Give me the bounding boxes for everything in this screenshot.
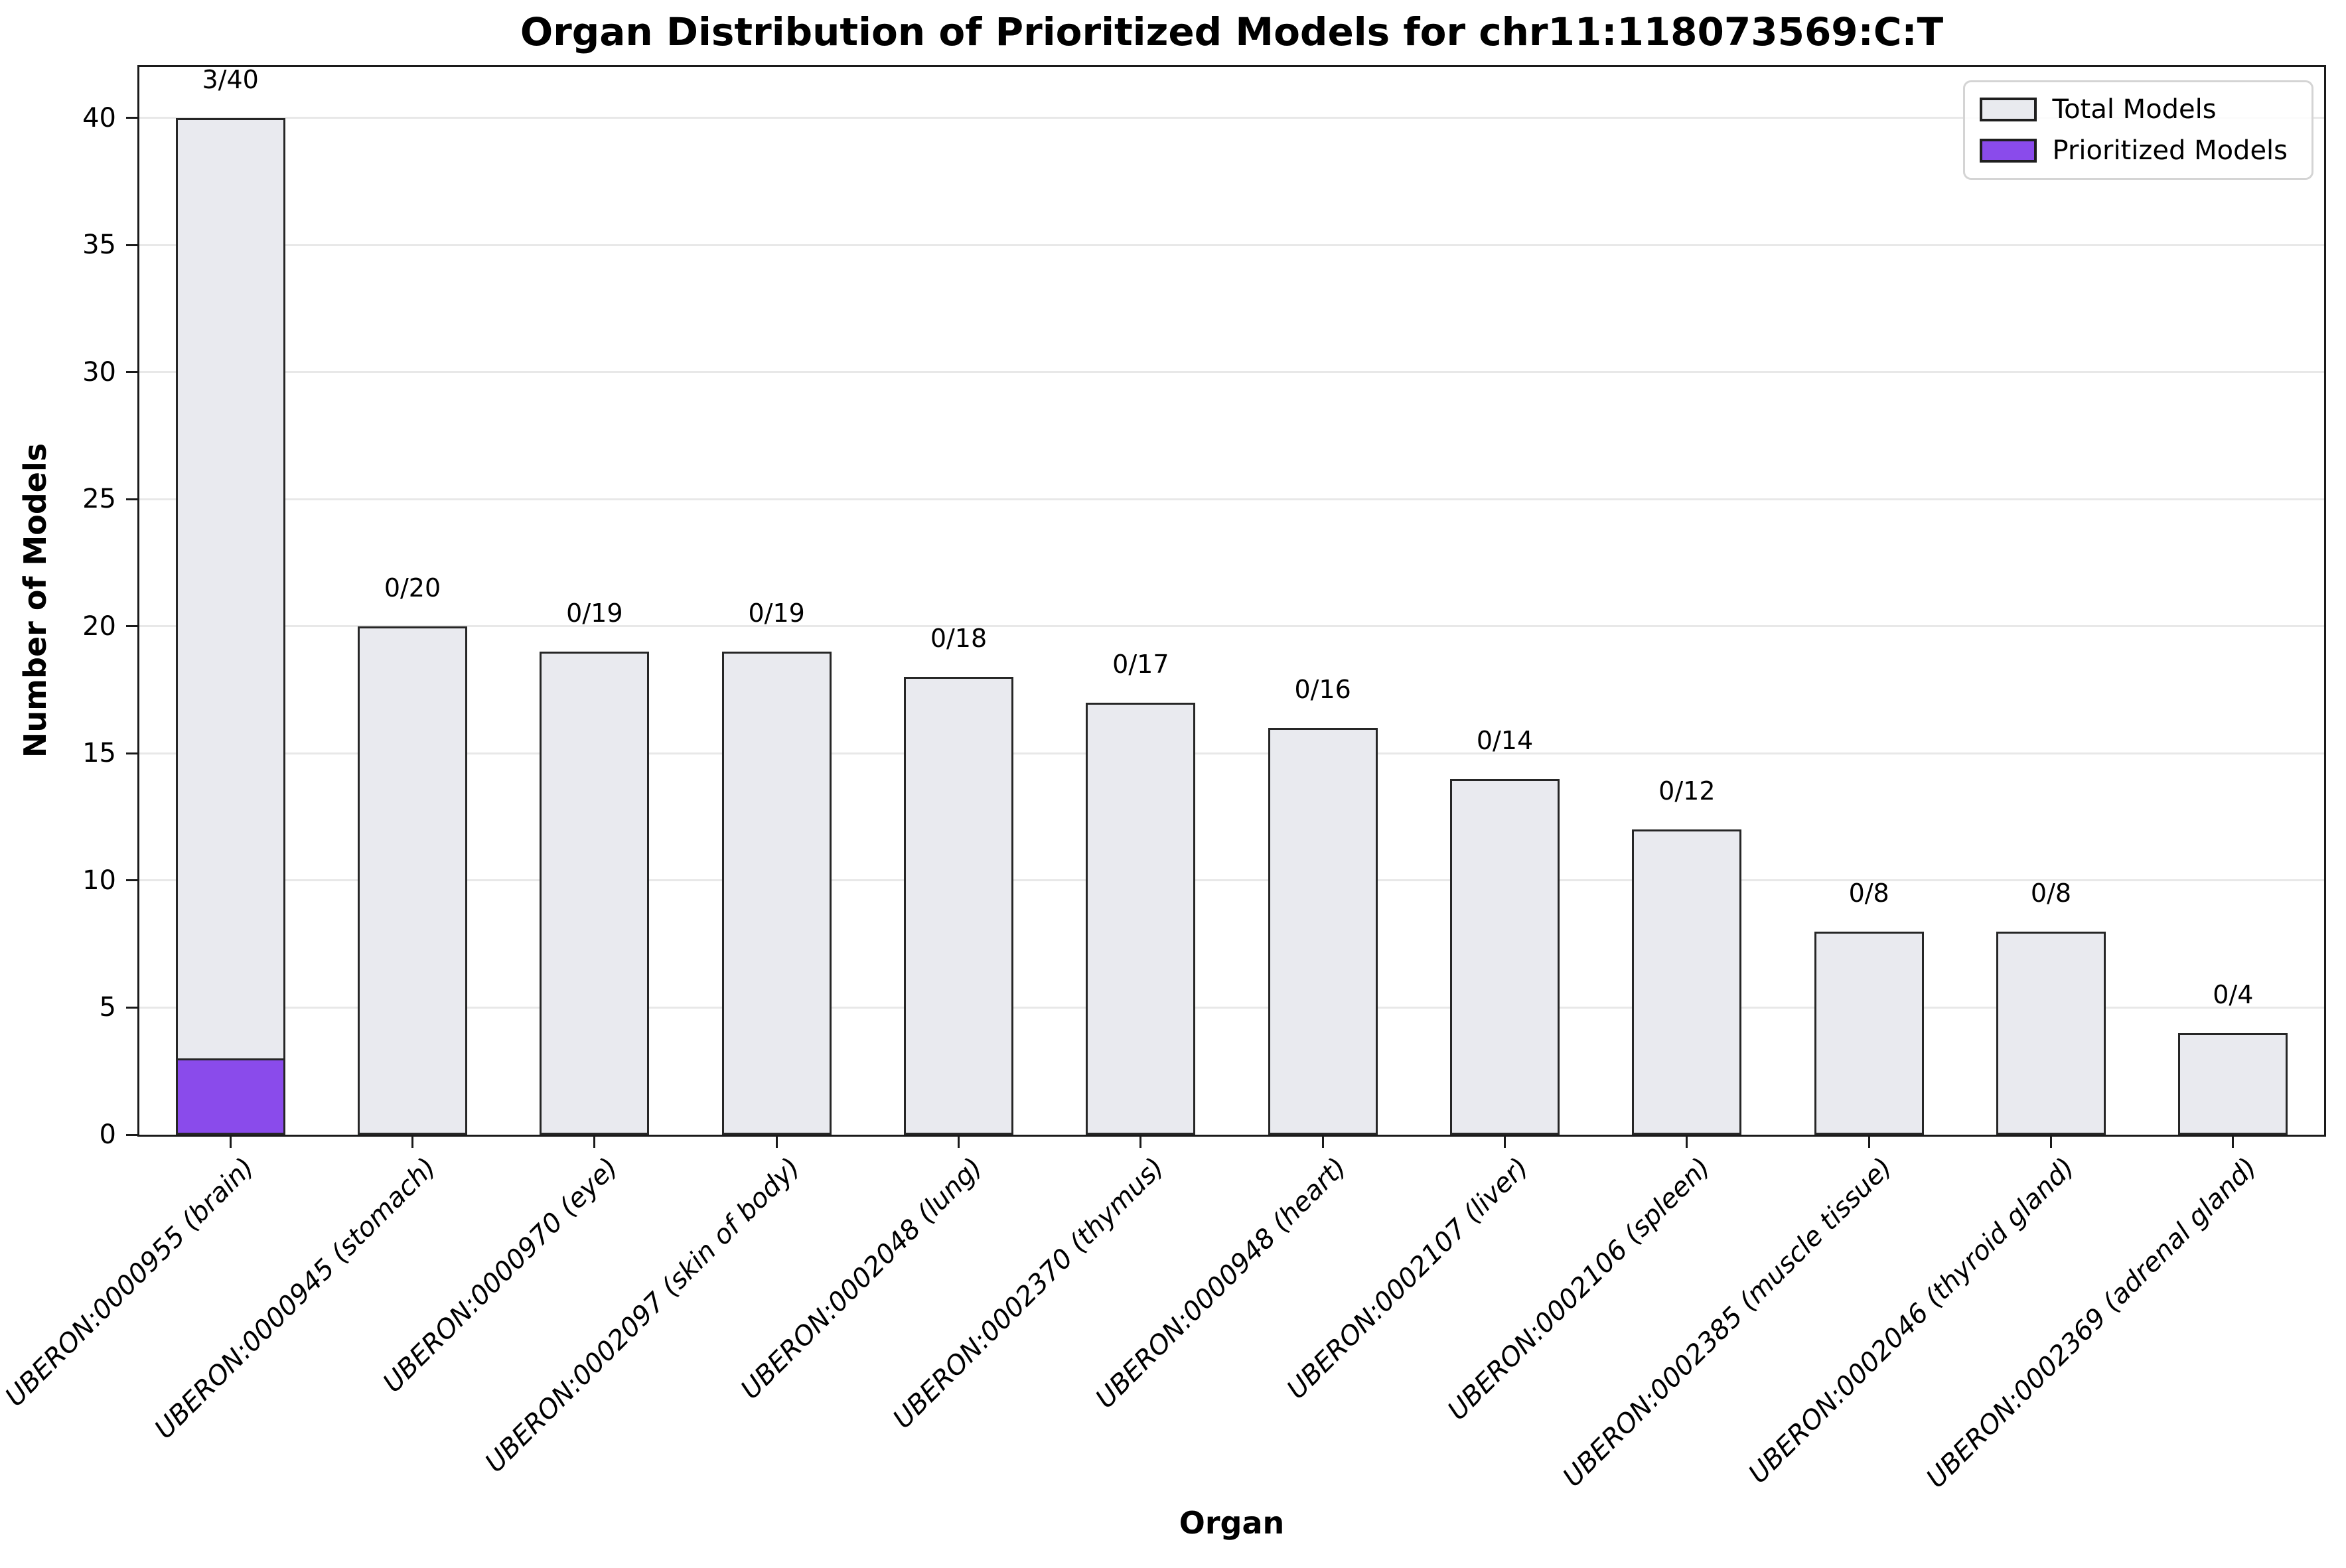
total-bar: [175, 117, 285, 1135]
x-tick-mark: [1868, 1137, 1870, 1148]
x-tick-label: UBERON:0002385 (muscle tissue): [1557, 1152, 1899, 1493]
bar-annotation: 0/19: [748, 599, 805, 628]
gridline-y-40: [139, 117, 2324, 119]
gridline-y-5: [139, 1006, 2324, 1009]
y-tick-label: 35: [82, 230, 116, 261]
x-tick-mark: [958, 1137, 960, 1148]
gridline-y-20: [139, 625, 2324, 628]
x-tick-mark: [229, 1137, 232, 1148]
bar-annotation: 0/4: [2213, 979, 2254, 1009]
legend: Total Models Prioritized Models: [1962, 80, 2313, 180]
legend-swatch: [1979, 98, 2037, 121]
y-tick-mark: [126, 752, 137, 754]
bar-annotation: 0/14: [1476, 725, 1534, 755]
y-tick-mark: [126, 625, 137, 628]
gridline-y-10: [139, 879, 2324, 882]
legend-entry: Prioritized Models: [1979, 135, 2294, 166]
y-tick-label: 15: [82, 738, 116, 769]
y-tick-label: 20: [82, 610, 116, 642]
y-tick-label: 5: [99, 992, 116, 1023]
bar-annotation: 0/17: [1112, 649, 1169, 679]
x-tick-mark: [775, 1137, 778, 1148]
y-tick-label: 30: [82, 356, 116, 388]
total-bar: [540, 652, 650, 1135]
gridline-y-15: [139, 752, 2324, 754]
x-tick-mark: [411, 1137, 413, 1148]
x-tick-label: UBERON:0000945 (stomach): [149, 1152, 443, 1445]
total-bar: [1814, 931, 1924, 1135]
bar-annotation: 0/12: [1658, 776, 1716, 806]
y-tick-label: 40: [82, 102, 116, 133]
total-bar: [904, 677, 1013, 1135]
bar-annotation: 3/40: [202, 64, 259, 94]
y-tick-mark: [126, 244, 137, 246]
bar-annotation: 0/18: [930, 624, 988, 654]
chart-title: Organ Distribution of Prioritized Models…: [520, 9, 1944, 54]
x-tick-mark: [1139, 1137, 1142, 1148]
legend-entry: Total Models: [1979, 94, 2294, 125]
x-tick-mark: [1504, 1137, 1506, 1148]
plot-area: Total Models Prioritized Models 0 5 10 15 20 2…: [0, 65, 2326, 1494]
y-tick-label: 10: [82, 865, 116, 896]
x-tick-label: UBERON:0002369 (adrenal gland): [1920, 1152, 2263, 1494]
y-tick-mark: [126, 371, 137, 374]
legend-label: Prioritized Models: [2052, 135, 2288, 166]
y-tick-mark: [126, 117, 137, 119]
total-bar: [1268, 728, 1378, 1135]
bar-annotation: 0/20: [384, 573, 441, 603]
prioritized-bar: [175, 1058, 285, 1135]
total-bar: [721, 652, 832, 1135]
legend-swatch: [1979, 139, 2037, 163]
y-tick-mark: [126, 879, 137, 882]
x-tick-mark: [593, 1137, 596, 1148]
y-tick-mark: [126, 1006, 137, 1009]
y-tick-mark: [126, 498, 137, 500]
x-tick-label: UBERON:0002097 (skin of body): [479, 1152, 806, 1479]
y-tick-label: 0: [99, 1119, 116, 1150]
bar-annotation: 0/16: [1294, 675, 1351, 705]
y-tick-mark: [126, 1133, 137, 1136]
total-bar: [358, 626, 467, 1135]
total-bar: [1632, 829, 1742, 1135]
x-tick-mark: [2232, 1137, 2235, 1148]
x-tick-mark: [2050, 1137, 2052, 1148]
x-axis-label: Organ: [1179, 1505, 1285, 1541]
x-tick-mark: [1321, 1137, 1324, 1148]
gridline-y-30: [139, 371, 2324, 374]
gridline-y-25: [139, 498, 2324, 500]
x-tick-mark: [1686, 1137, 1688, 1148]
total-bar: [1086, 702, 1196, 1135]
bar-annotation: 0/8: [2030, 878, 2072, 908]
bar-annotation: 0/19: [566, 599, 623, 628]
bar-annotation: 0/8: [1848, 878, 1889, 908]
y-tick-label: 25: [82, 484, 116, 515]
legend-label: Total Models: [2052, 94, 2217, 125]
total-bar: [1996, 931, 2106, 1135]
x-tick-label: UBERON:0002046 (thyroid gland): [1743, 1152, 2081, 1490]
total-bar: [2178, 1033, 2288, 1135]
total-bar: [1450, 778, 1560, 1135]
gridline-y-35: [139, 244, 2324, 246]
